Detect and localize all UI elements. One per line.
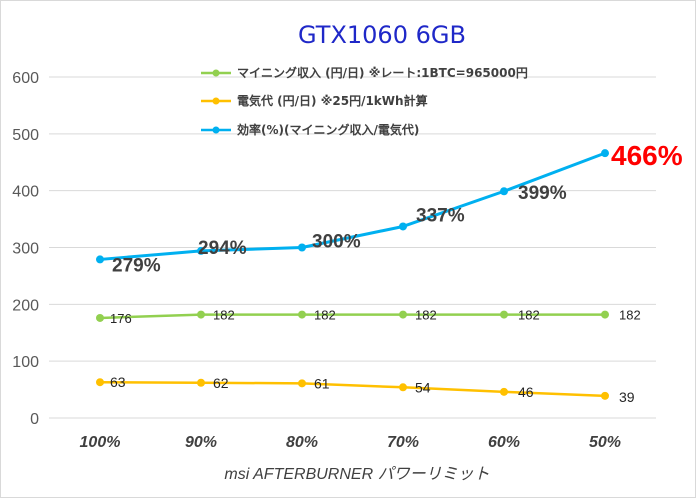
- series-line: [99, 313, 605, 320]
- data-point: [298, 379, 306, 388]
- y-tick-label: 400: [12, 184, 39, 201]
- y-tick-label: 0: [30, 411, 39, 428]
- data-label: 54: [415, 379, 431, 395]
- x-tick-label: 60%: [488, 434, 520, 451]
- legend-marker: [212, 69, 220, 77]
- x-tick-label: 70%: [387, 434, 419, 451]
- x-tick-label: 80%: [286, 434, 318, 451]
- data-point: [601, 149, 609, 158]
- data-point: [601, 391, 609, 400]
- legend-label: マイニング収入 (円/日) ※レート:1BTC=965000円: [237, 65, 528, 80]
- data-label: 63: [110, 374, 126, 390]
- data-point: [197, 310, 205, 319]
- legend-item: 電気代 (円/日) ※25円/1kWh計算: [201, 93, 428, 108]
- chart-title: GTX1060 6GB: [298, 21, 466, 49]
- y-tick-label: 200: [12, 297, 39, 314]
- legend-marker: [212, 126, 220, 134]
- legend-marker: [212, 97, 220, 105]
- data-point: [399, 310, 407, 319]
- data-point: [197, 378, 205, 387]
- data-point: [601, 310, 609, 319]
- series-line: [99, 151, 606, 261]
- data-point: [399, 222, 407, 231]
- data-label: 61: [314, 375, 330, 391]
- data-label: 39: [619, 389, 635, 405]
- legend-item: マイニング収入 (円/日) ※レート:1BTC=965000円: [201, 65, 528, 80]
- x-tick-label: 90%: [185, 434, 217, 451]
- data-label: 337%: [416, 205, 465, 226]
- gridlines: [49, 76, 656, 419]
- data-label: 182: [213, 308, 235, 323]
- data-point: [96, 378, 104, 387]
- data-label: 399%: [518, 183, 567, 204]
- data-label: 294%: [198, 238, 247, 259]
- x-axis-label: msi AFTERBURNER パワーリミット: [224, 466, 489, 483]
- y-tick-label: 600: [12, 70, 39, 87]
- series-1: [96, 378, 609, 400]
- data-label: 300%: [312, 232, 361, 253]
- x-tick-label: 50%: [589, 434, 621, 451]
- series-0: [96, 310, 609, 322]
- y-tick-label: 300: [12, 241, 39, 258]
- legend-item: 効率(%)(マイニング収入/電気代): [201, 122, 419, 137]
- data-label: 62: [213, 375, 229, 391]
- series-2: [96, 149, 609, 264]
- data-label: 176: [110, 311, 132, 326]
- x-axis-ticks: 100% 90% 80% 70% 60% 50%: [80, 434, 621, 451]
- legend-label: 電気代 (円/日) ※25円/1kWh計算: [237, 93, 428, 108]
- y-axis-ticks: 0 100 200 300 400 500 600: [12, 70, 39, 428]
- data-point: [399, 383, 407, 392]
- y-tick-label: 500: [12, 127, 39, 144]
- data-point: [298, 310, 306, 319]
- x-tick-label: 100%: [80, 434, 121, 451]
- data-point: [96, 313, 104, 322]
- data-label-highlight: 466%: [611, 140, 683, 171]
- data-label: 279%: [112, 255, 161, 276]
- data-point: [500, 310, 508, 319]
- data-point: [96, 255, 104, 264]
- data-label: 46: [518, 384, 534, 400]
- data-point: [500, 187, 508, 196]
- legend-label: 効率(%)(マイニング収入/電気代): [237, 122, 419, 137]
- data-point: [298, 243, 306, 252]
- data-label: 182: [518, 308, 540, 323]
- y-tick-label: 100: [12, 354, 39, 371]
- series-lines: [96, 149, 609, 400]
- data-label: 182: [619, 308, 641, 323]
- data-label: 182: [415, 308, 437, 323]
- series-line: [99, 380, 606, 398]
- data-point: [500, 387, 508, 396]
- data-labels: 176 182 182 182 182 182 63 62 61 54 46 39 279% 294% 30…: [110, 140, 683, 405]
- data-label: 182: [314, 308, 336, 323]
- data-point: [197, 246, 205, 255]
